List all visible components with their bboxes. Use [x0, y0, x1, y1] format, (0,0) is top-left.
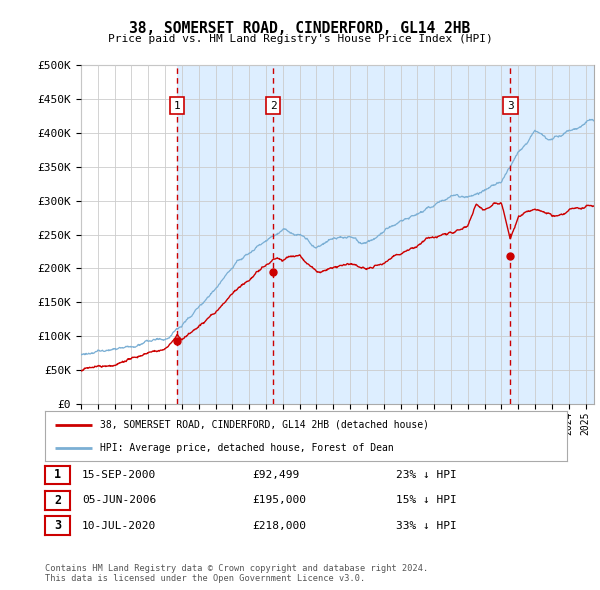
Text: £92,499: £92,499 [252, 470, 299, 480]
Text: 38, SOMERSET ROAD, CINDERFORD, GL14 2HB: 38, SOMERSET ROAD, CINDERFORD, GL14 2HB [130, 21, 470, 35]
Text: HPI: Average price, detached house, Forest of Dean: HPI: Average price, detached house, Fore… [100, 443, 394, 453]
Text: 3: 3 [54, 519, 61, 532]
Text: 05-JUN-2006: 05-JUN-2006 [82, 496, 157, 505]
Text: Price paid vs. HM Land Registry's House Price Index (HPI): Price paid vs. HM Land Registry's House … [107, 34, 493, 44]
Bar [273, 65, 510, 404]
Text: 1: 1 [54, 468, 61, 481]
Text: £195,000: £195,000 [252, 496, 306, 505]
Text: 3: 3 [507, 101, 514, 110]
Text: 2: 2 [54, 494, 61, 507]
Text: Contains HM Land Registry data © Crown copyright and database right 2024.
This d: Contains HM Land Registry data © Crown c… [45, 563, 428, 583]
Bar [177, 65, 273, 404]
Text: 1: 1 [173, 101, 181, 110]
Text: 33% ↓ HPI: 33% ↓ HPI [396, 521, 457, 530]
Text: 15% ↓ HPI: 15% ↓ HPI [396, 496, 457, 505]
Text: 10-JUL-2020: 10-JUL-2020 [82, 521, 157, 530]
Text: 23% ↓ HPI: 23% ↓ HPI [396, 470, 457, 480]
Text: 15-SEP-2000: 15-SEP-2000 [82, 470, 157, 480]
Text: 38, SOMERSET ROAD, CINDERFORD, GL14 2HB (detached house): 38, SOMERSET ROAD, CINDERFORD, GL14 2HB … [100, 419, 429, 430]
Bar [510, 65, 594, 404]
Text: £218,000: £218,000 [252, 521, 306, 530]
Text: 2: 2 [270, 101, 277, 110]
